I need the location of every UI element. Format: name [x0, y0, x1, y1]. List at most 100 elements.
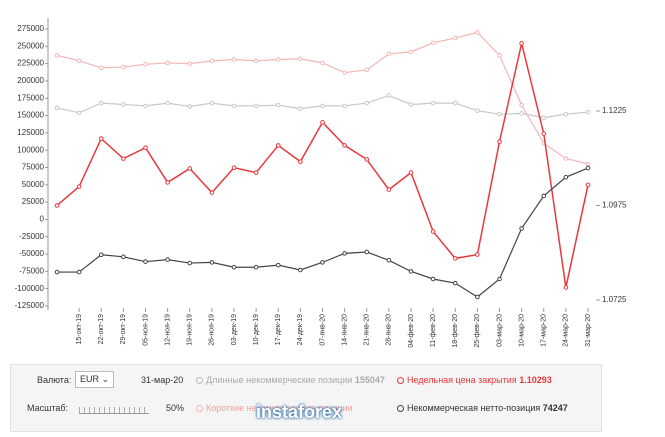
x-tick-label: 15-окт-19 — [76, 314, 83, 345]
point — [54, 203, 60, 208]
point — [165, 180, 170, 185]
point — [275, 262, 281, 268]
currency-select[interactable]: EUR ⌄ — [75, 371, 115, 388]
point — [187, 166, 193, 171]
point — [298, 159, 303, 164]
point — [253, 264, 259, 270]
y-tick-label: -75000 — [19, 266, 44, 275]
x-tick-label: 24-дек-19 — [297, 314, 304, 345]
y2-tick-label: 1.0725 — [602, 295, 627, 304]
point — [298, 56, 303, 62]
legend-price[interactable]: Недельная цена закрытия 1.10293 — [397, 375, 552, 385]
point — [563, 174, 569, 180]
y2-tick-label: 1.0975 — [602, 201, 627, 210]
point — [452, 256, 458, 261]
legend-label: Недельная цена закрытия — [407, 375, 517, 385]
point — [320, 103, 325, 109]
watermark: instaforex — [256, 402, 343, 422]
x-tick-label: 19-ноя-19 — [187, 314, 194, 346]
point — [231, 165, 237, 170]
chart: 2750002500002250002000001750001500001250… — [15, 18, 627, 348]
point — [541, 131, 547, 136]
point — [408, 102, 414, 107]
footer: Валюта: EUR ⌄ 31-мар-20 Длинные некоммер… — [10, 364, 602, 432]
point — [585, 109, 591, 115]
date: 31-мар-20 — [141, 375, 184, 385]
point — [497, 53, 502, 58]
x-tick-label: 21-янв-20 — [364, 314, 371, 346]
point — [452, 100, 458, 106]
point — [54, 105, 60, 111]
x-tick-label: 29-окт-19 — [120, 314, 127, 345]
point — [54, 53, 60, 58]
x-tick-label: 31-мар-20 — [585, 314, 592, 347]
x-tick-label: 04-фев-20 — [408, 314, 415, 348]
series-line — [56, 43, 589, 288]
point — [76, 184, 82, 189]
point — [430, 40, 436, 46]
y-tick-label: 250000 — [17, 41, 44, 50]
legend-value: 155047 — [354, 375, 385, 385]
point — [475, 294, 480, 300]
point — [408, 269, 414, 274]
point — [585, 161, 591, 167]
point — [320, 260, 325, 265]
x-tick-label: 10-мар-20 — [518, 314, 525, 347]
y-tick-label: 75000 — [22, 163, 45, 172]
point — [143, 259, 148, 264]
legend-value: 74247 — [542, 403, 568, 413]
x-tick-label: 05-ноя-19 — [142, 314, 149, 346]
y-tick-label: 150000 — [17, 111, 44, 120]
point — [452, 280, 458, 286]
point — [452, 35, 458, 41]
series-line — [57, 167, 589, 298]
y-tick-label: 200000 — [17, 76, 44, 85]
point — [143, 62, 148, 67]
point — [231, 57, 237, 62]
point — [275, 102, 281, 108]
series-line — [56, 31, 589, 165]
point — [209, 100, 215, 106]
point — [519, 111, 524, 116]
point — [143, 145, 148, 150]
point — [98, 100, 104, 106]
legend-net[interactable]: Некоммерческая нетто-позиция 74247 — [397, 403, 568, 413]
point — [497, 276, 502, 282]
scale-slider[interactable] — [79, 407, 149, 414]
scale-value: 50% — [166, 403, 185, 413]
point — [187, 260, 193, 266]
point — [541, 193, 547, 199]
legend-long[interactable]: Длинные некоммерческие позиции 155047 — [196, 375, 385, 385]
point — [98, 136, 104, 141]
scale-label: Масштаб: — [27, 403, 69, 413]
point — [563, 111, 569, 117]
point — [76, 58, 82, 64]
legend-label: Некоммерческая нетто-позиция — [407, 403, 541, 413]
currency-label: Валюта: — [37, 375, 72, 385]
point — [231, 103, 237, 109]
legend-label: Короткие некоммерческие позиции — [206, 403, 353, 413]
point — [519, 102, 524, 108]
point — [585, 182, 591, 188]
point — [320, 60, 325, 66]
point — [430, 100, 436, 106]
x-tick-label: 07-янв-20 — [319, 314, 326, 346]
point — [76, 110, 82, 116]
point — [98, 252, 104, 258]
point — [121, 254, 126, 260]
point — [497, 111, 502, 117]
point — [342, 251, 347, 256]
point — [209, 260, 215, 265]
x-tick-label: 28-янв-20 — [386, 314, 393, 346]
point — [209, 190, 215, 195]
legend-short[interactable]: Короткие некоммерческие позиции — [196, 403, 353, 413]
point — [187, 61, 193, 66]
x-tick-label: 12-ноя-19 — [164, 314, 171, 346]
x-tick-label: 11-фев-20 — [430, 314, 437, 347]
y-tick-label: -50000 — [19, 249, 44, 258]
point — [342, 103, 347, 109]
x-tick-label: 14-янв-20 — [341, 314, 348, 346]
point — [253, 170, 259, 175]
point — [475, 108, 480, 114]
